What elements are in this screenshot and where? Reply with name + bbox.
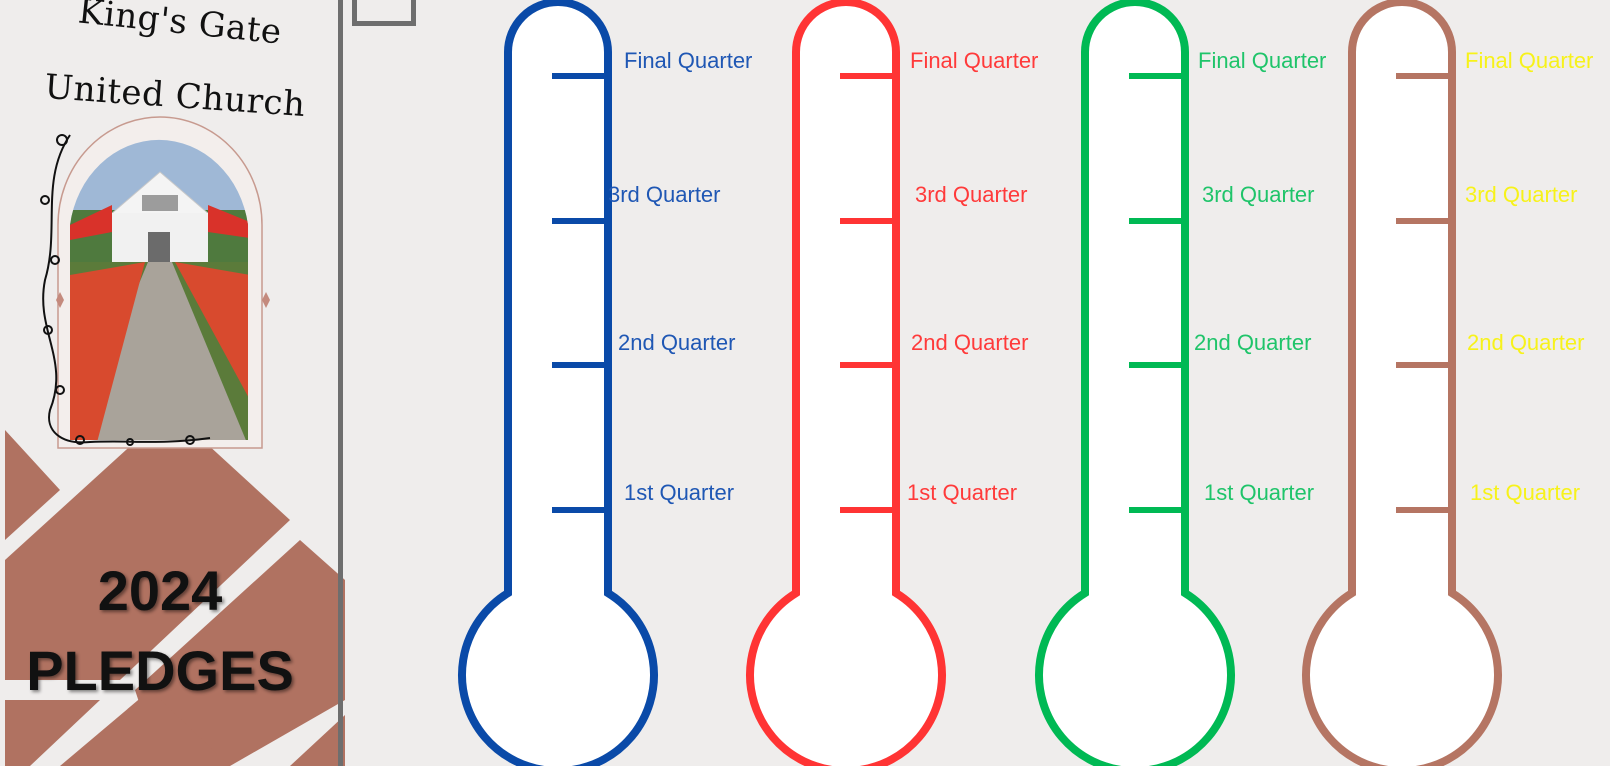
thermometer-2 [746,0,946,766]
left-panel [5,116,345,766]
quarter-label: Final Quarter [1198,48,1327,73]
pledge-title: PLEDGES [26,639,294,702]
church-photo-icon [70,139,248,440]
quarter-label: 3rd Quarter [1465,182,1578,207]
thermometer-3 [1035,0,1235,766]
quarter-label: 2nd Quarter [1194,330,1312,355]
quarter-label: 1st Quarter [907,480,1018,505]
quarter-label: Final Quarter [624,48,753,73]
quarter-label: Final Quarter [1465,48,1594,73]
corner-bracket [352,0,416,26]
sparkle-icon [56,292,270,308]
quarter-label: 2nd Quarter [911,330,1029,355]
quarter-label: Final Quarter [910,48,1039,73]
quarter-label: 3rd Quarter [608,182,721,207]
quarter-label: 1st Quarter [1470,480,1581,505]
thermometer-1 [458,0,658,766]
quarter-label: 3rd Quarter [915,182,1028,207]
quarter-label: 1st Quarter [1204,480,1315,505]
thermometer-4 [1302,0,1502,766]
panel-divider [338,0,343,766]
vine-decoration [40,134,211,446]
quarter-label: 3rd Quarter [1202,182,1315,207]
quarter-label: 2nd Quarter [1467,330,1585,355]
pledge-year: 2024 [97,559,223,622]
quarter-label: 2nd Quarter [618,330,736,355]
quarter-label: 1st Quarter [624,480,735,505]
decorative-tiles [5,410,345,766]
